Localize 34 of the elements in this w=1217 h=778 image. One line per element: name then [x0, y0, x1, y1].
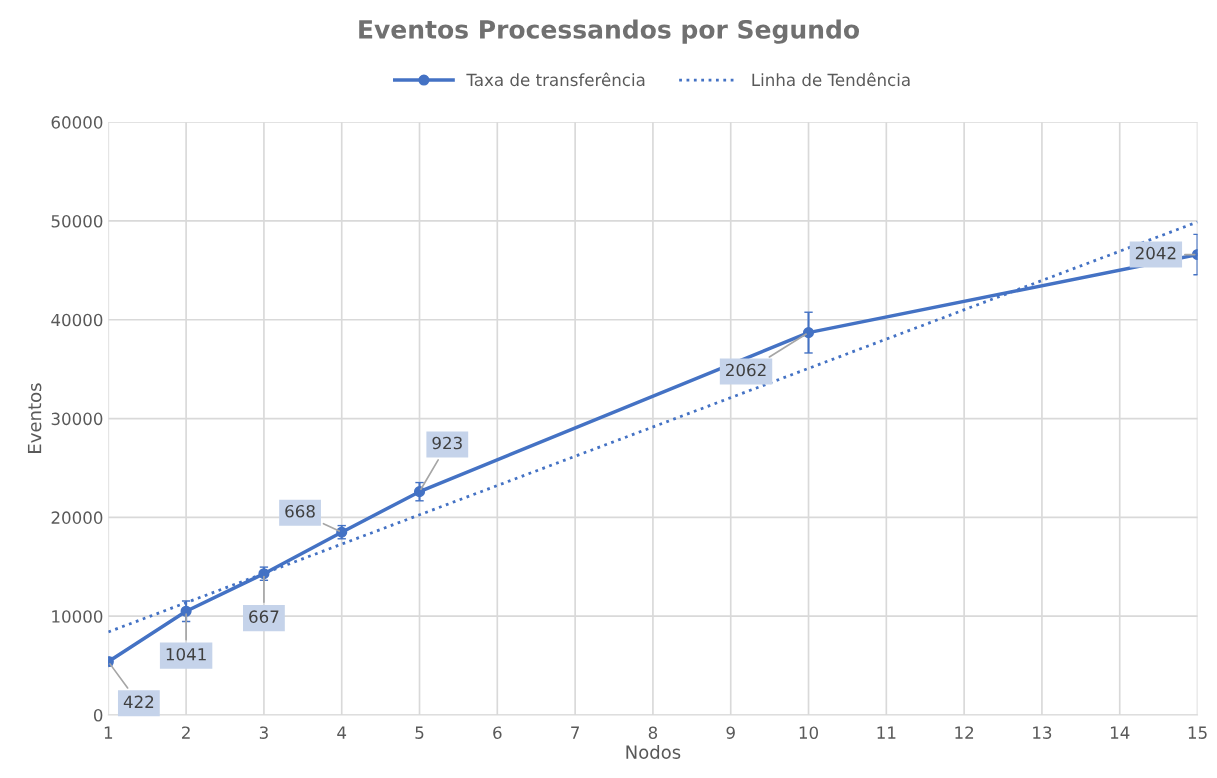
annotation: 923	[432, 436, 462, 450]
annotation: 422	[123, 695, 154, 708]
x-tick-label: 10	[799, 726, 819, 739]
y-axis-title: Eventos	[27, 383, 42, 453]
y-tick-label: 50000	[51, 214, 103, 228]
annotation: 2062	[726, 363, 766, 377]
x-tick-label: 9	[726, 726, 735, 739]
x-tick-label: 7	[571, 726, 579, 739]
legend-label: Linha de Tendência	[752, 72, 910, 87]
y-tick-label: 20000	[51, 511, 103, 524]
x-tick-label: 2	[182, 726, 190, 739]
annotation: 2042	[1135, 246, 1176, 260]
x-tick-label: 1	[104, 726, 113, 739]
x-tick-label: 12	[955, 726, 974, 739]
annotation: 1041	[166, 647, 206, 661]
x-tick-label: 3	[259, 726, 268, 739]
x-tick-label: 13	[1033, 726, 1052, 739]
x-tick-label: 6	[493, 726, 502, 739]
legend-label: Taxa de transferência	[466, 72, 645, 87]
y-tick-label: 40000	[51, 313, 103, 327]
annotation: 668	[285, 504, 315, 518]
chart-title: Eventos Processandos por Segundo	[359, 19, 860, 44]
x-tick-label: 14	[1110, 726, 1130, 739]
x-tick-label: 15	[1188, 726, 1207, 739]
x-tick-label: 4	[337, 726, 347, 739]
x-axis-title: Nodos	[626, 745, 681, 759]
x-tick-label: 11	[877, 726, 896, 739]
y-tick-label: 10000	[52, 610, 103, 623]
x-tick-label: 8	[648, 726, 658, 739]
y-tick-label: 0	[93, 708, 103, 722]
annotation: 667	[249, 610, 279, 623]
y-tick-label: 60000	[51, 116, 103, 129]
y-tick-label: 30000	[51, 412, 103, 426]
x-tick-label: 5	[415, 726, 424, 739]
